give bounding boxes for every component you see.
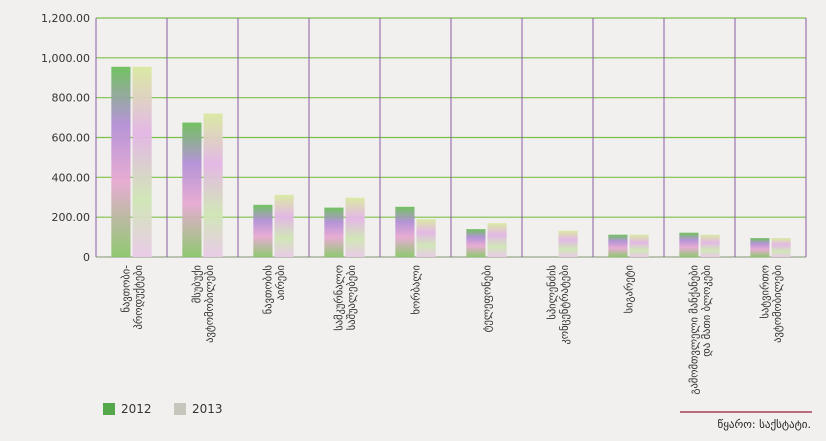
y-tick-label: 200.00 (52, 211, 91, 224)
y-tick-label: 800.00 (52, 92, 91, 105)
axis-layer: 0 200.00 400.00 600.00 800.00 1,000.00 1,200.0… (41, 12, 90, 264)
bar-2012 (608, 234, 628, 257)
bars-layer (111, 66, 791, 257)
category-label-line: სატვირთო (759, 265, 771, 319)
category-label-line: ავტომობილები (204, 265, 216, 343)
bar-2013 (345, 197, 365, 257)
category-label: ნავთობი-პროდუქტები (120, 265, 145, 330)
category-label: ხორბალი (411, 265, 423, 314)
y-tick-label: 1,000.00 (41, 52, 90, 65)
category-label-line: და მათი ბლოკები (701, 265, 713, 357)
y-tick-label: 400.00 (52, 171, 91, 184)
legend-label-2013: 2013 (192, 402, 223, 416)
bar-2012 (111, 66, 131, 257)
y-tick-label: 1,200.00 (41, 12, 90, 25)
category-label: ნავთობის აირები (262, 265, 287, 314)
category-label: ტელეფონები (482, 265, 494, 332)
y-tick-label: 0 (83, 251, 90, 264)
category-label-line: საშუალებები (346, 265, 358, 330)
y-tick-label: 600.00 (52, 132, 91, 145)
bar-2013 (416, 219, 436, 257)
source-note: წყარო: საქსტატი. (718, 418, 811, 431)
category-label-line: პროდუქტები (133, 265, 145, 329)
bar-2012 (466, 229, 486, 257)
category-label-line: ავტომობილები (772, 265, 784, 343)
bar-2012 (324, 207, 344, 257)
bar-2013 (487, 223, 507, 257)
bar-2013 (274, 194, 294, 257)
category-label: სპილენძის კონცენტრატები (546, 265, 571, 345)
category-label-line: ნავთობი- (120, 265, 132, 313)
category-label-line: ნავთობის (262, 265, 274, 314)
grid-layer (95, 17, 807, 258)
bar-2013 (629, 234, 649, 257)
category-label-line: მსუბუქი (191, 265, 203, 303)
category-labels: ნავთობი-პროდუქტები მსუბუქი ავტომობილები ნავ… (120, 265, 784, 395)
bar-2012 (253, 204, 273, 257)
legend-label-2012: 2012 (121, 402, 152, 416)
category-label-line: ტელეფონები (482, 265, 494, 332)
category-label-line: სამკურნალო (333, 265, 345, 331)
bar-2013 (203, 113, 223, 257)
legend-swatch-2013 (174, 403, 186, 415)
category-label: მსუბუქი ავტომობილები (191, 265, 216, 343)
bar-2013 (771, 238, 791, 257)
bar-2012 (395, 206, 415, 257)
bar-2012 (679, 232, 699, 257)
bar-2013 (700, 234, 720, 257)
category-label: სამკურნალო საშუალებები (333, 265, 358, 331)
category-label: სიგარეტი (624, 265, 636, 313)
category-label: გამომთვლელი მანქანები და მათი ბლოკები (688, 265, 713, 395)
category-label-line: კონცენტრატები (559, 265, 571, 345)
bar-2013 (132, 66, 152, 257)
legend-swatch-2012 (103, 403, 115, 415)
bar-2012 (182, 122, 202, 257)
category-label-line: გამომთვლელი მანქანები (688, 265, 700, 395)
legend: 2012 2013 (103, 402, 223, 416)
category-label-line: სპილენძის (546, 265, 558, 320)
category-label: სატვირთო ავტომობილები (759, 265, 784, 343)
category-label-line: სიგარეტი (624, 265, 636, 313)
bar-2013 (558, 230, 578, 257)
bar-2012 (750, 238, 770, 257)
category-label-line: ხორბალი (411, 265, 423, 314)
category-label-line: აირები (275, 265, 287, 300)
